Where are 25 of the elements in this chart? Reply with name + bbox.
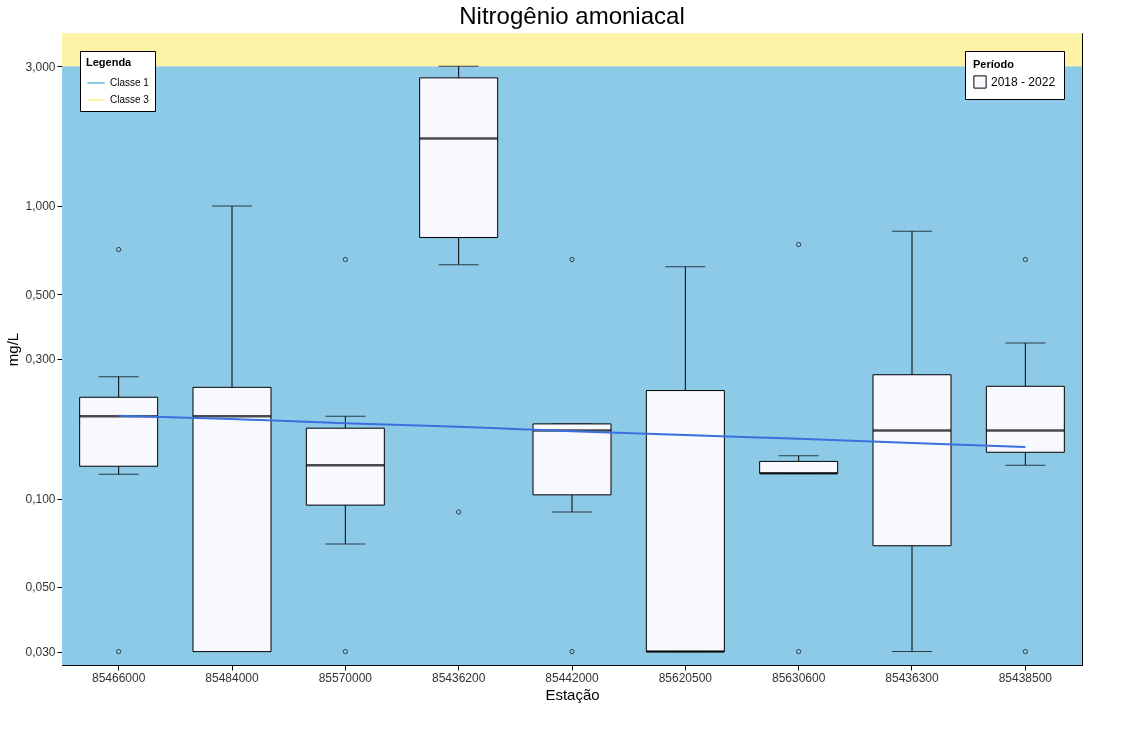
y-tick-label: 0,300 — [25, 352, 56, 367]
x-tick-label: 85620500 — [658, 670, 713, 685]
y-axis-title: mg/L — [4, 332, 22, 367]
y-tick-label: 0,030 — [25, 645, 56, 660]
legend-label: 2018 - 2022 — [991, 75, 1056, 89]
y-tick-label: 0,500 — [25, 287, 56, 302]
x-tick-label: 85630600 — [771, 670, 826, 685]
annotation: Período — [973, 58, 1015, 70]
y-tick-label: 0,050 — [25, 580, 56, 595]
chart-title: Nitrogênio amoniacal — [459, 2, 685, 29]
y-tick-label: 1,000 — [25, 199, 56, 214]
legend-label: Classe 3 — [110, 94, 150, 105]
band-label: Classe 1 — [110, 77, 150, 88]
line-series — [117, 414, 1027, 449]
x-tick-label: 85438500 — [998, 670, 1053, 685]
y-tick-label: 3,000 — [25, 59, 56, 74]
legend-title: Legenda — [86, 56, 133, 68]
x-tick-label: 85442000 — [545, 670, 600, 685]
x-tick-label: 85436200 — [431, 670, 486, 685]
y-tick-label: 0,100 — [25, 492, 56, 507]
x-tick-label: 85436300 — [885, 670, 940, 685]
x-tick-label: 85484000 — [205, 670, 260, 685]
x-axis-title: Estação — [545, 685, 600, 703]
x-tick-label: 85466000 — [91, 670, 146, 685]
x-tick-label: 85570000 — [318, 670, 373, 685]
